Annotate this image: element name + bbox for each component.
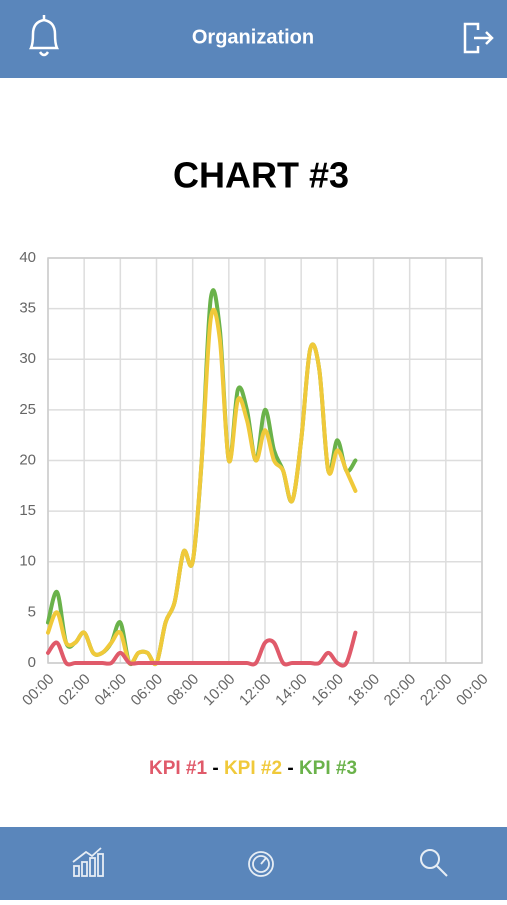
x-tick-label: 00:00 (453, 671, 492, 710)
x-tick-label: 18:00 (345, 671, 384, 710)
y-tick-label: 25 (19, 401, 36, 418)
stats-icon[interactable] (72, 847, 104, 877)
gauge-icon[interactable] (248, 851, 274, 877)
x-tick-label: 00:00 (19, 671, 58, 710)
x-tick-label: 02:00 (55, 671, 94, 710)
x-tick-label: 14:00 (272, 671, 311, 710)
x-tick-label: 10:00 (200, 671, 239, 710)
kpi-line (46, 308, 358, 667)
y-tick-label: 5 (28, 603, 36, 620)
legend: KPI #1 - KPI #2 - KPI #3 (149, 758, 357, 779)
x-tick-label: 16:00 (308, 671, 347, 710)
y-tick-label: 30 (19, 350, 36, 367)
y-tick-label: 10 (19, 553, 36, 570)
header-bar (0, 0, 507, 78)
x-tick-label: 08:00 (164, 671, 203, 710)
legend-entry: KPI #2 (224, 758, 282, 779)
plot-border (47, 257, 483, 664)
search-icon[interactable] (420, 849, 448, 877)
bell-icon[interactable] (28, 15, 60, 57)
header-title: Organization (192, 26, 314, 48)
x-tick-label: 22:00 (417, 671, 456, 710)
x-tick-label: 20:00 (381, 671, 420, 710)
legend-entry: KPI #3 (299, 758, 357, 779)
legend-separator: - (282, 758, 299, 779)
x-tick-label: 06:00 (128, 671, 167, 710)
y-tick-label: 35 (19, 300, 36, 317)
legend-separator: - (207, 758, 224, 779)
chart-title: CHART #3 (173, 155, 349, 196)
kpi-line (46, 630, 358, 668)
legend-entry: KPI #1 (149, 758, 208, 779)
chart: 051015202530354000:0002:0004:0006:0008:0… (19, 249, 492, 709)
y-tick-label: 15 (19, 502, 36, 519)
x-tick-label: 12:00 (236, 671, 275, 710)
x-tick-label: 04:00 (91, 671, 130, 710)
y-tick-label: 20 (19, 451, 36, 468)
y-tick-label: 40 (19, 249, 36, 266)
logout-icon[interactable] (463, 22, 494, 54)
y-tick-label: 0 (28, 654, 36, 671)
